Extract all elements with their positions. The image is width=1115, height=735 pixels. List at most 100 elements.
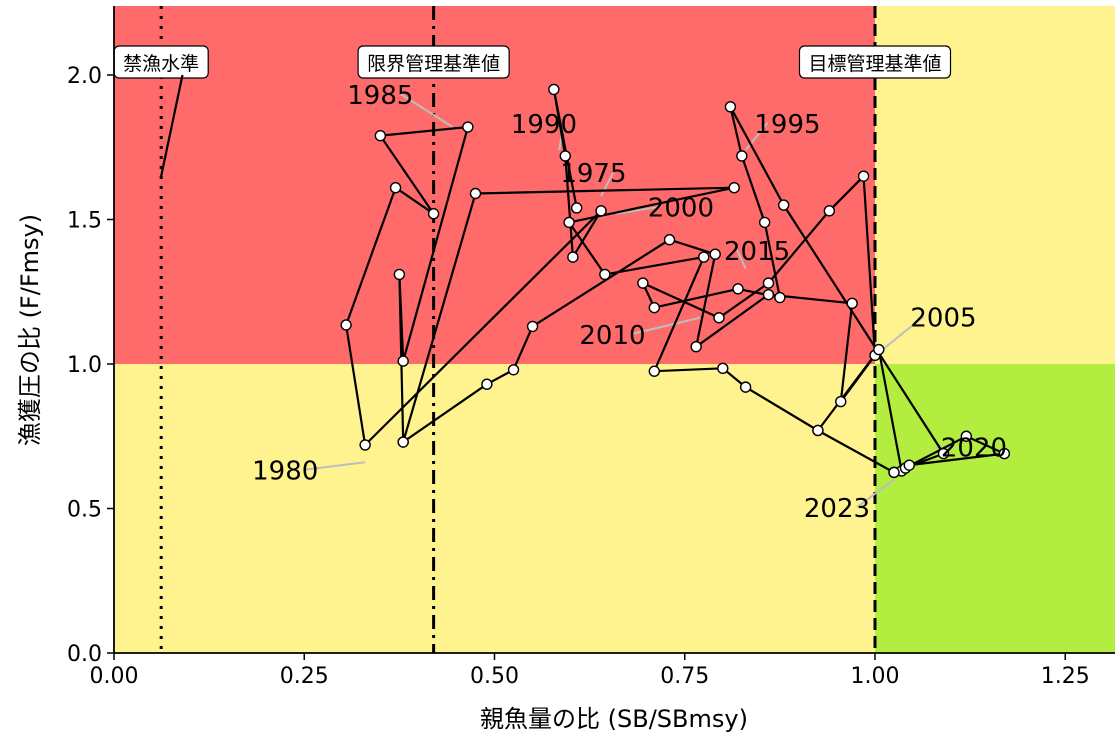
year-label-1980: 1980 — [252, 457, 318, 487]
data-point — [595, 205, 607, 217]
y-tick-label-3: 1.5 — [67, 209, 102, 234]
data-point — [462, 121, 474, 133]
data-point — [857, 170, 870, 182]
year-label-2015: 2015 — [724, 237, 790, 267]
data-point — [663, 234, 676, 246]
year-leader-2 — [399, 93, 454, 128]
data-point — [736, 150, 748, 162]
data-point — [713, 312, 725, 324]
ref-label-text-2: 目標管理基準値 — [808, 53, 941, 75]
data-point — [724, 101, 737, 113]
year-leader-0 — [600, 171, 615, 197]
year-leader-1 — [305, 461, 366, 471]
ref-label-text-1: 限界管理基準値 — [367, 53, 500, 75]
year-leader-4 — [744, 122, 769, 151]
data-point — [762, 277, 775, 289]
year-label-1990: 1990 — [511, 110, 577, 140]
zone-2 — [114, 364, 875, 653]
year-leader-5 — [616, 205, 662, 215]
data-point — [812, 424, 824, 437]
data-point — [903, 459, 915, 471]
data-point — [507, 364, 520, 376]
year-leader-10 — [856, 478, 895, 508]
ref-label-0: 禁漁水準 — [113, 45, 209, 79]
data-point — [777, 199, 790, 211]
data-point — [960, 430, 973, 442]
year-label-2020: 2020 — [941, 433, 1007, 463]
data-point — [570, 202, 583, 214]
data-point — [717, 362, 729, 375]
axes: 0.00 0.25 0.50 0.75 1.00 1.25 0.0 0.5 1.0 1.5 2.0 — [67, 6, 1115, 689]
year-label-1995: 1995 — [754, 110, 820, 140]
y-axis-label: 漁獲圧の比 (F/Fmsy) — [16, 214, 44, 446]
year-label-2005: 2005 — [910, 303, 976, 333]
y-tick-label-1: 0.5 — [67, 498, 102, 523]
data-point — [690, 340, 702, 353]
year-leader-8 — [736, 249, 747, 270]
x-tick-label-0: 0.00 — [90, 664, 139, 689]
trajectory-tail-line — [817, 348, 1006, 474]
data-point — [846, 297, 858, 310]
data-point — [548, 83, 560, 96]
data-point — [648, 365, 661, 377]
data-point — [481, 378, 493, 390]
data-point — [359, 439, 371, 451]
data-point — [374, 129, 387, 142]
data-point — [835, 395, 847, 408]
data-point — [732, 283, 744, 295]
data-point — [427, 208, 440, 220]
year-label-1985: 1985 — [347, 81, 413, 111]
data-point — [648, 301, 661, 314]
data-point — [393, 268, 406, 281]
x-axis-label: 親魚量の比 (SB/SBmsy) — [480, 705, 748, 733]
y-tick-label-4: 2.0 — [67, 64, 102, 89]
data-point — [559, 150, 571, 162]
data-point — [526, 320, 539, 333]
data-point — [397, 355, 409, 367]
year-leader-7 — [632, 316, 701, 335]
year-label-2000: 2000 — [648, 194, 714, 224]
ref-label-2: 目標管理基準値 — [798, 45, 952, 79]
data-point — [698, 251, 710, 263]
data-point — [469, 187, 482, 200]
data-point — [709, 248, 721, 260]
zone-3 — [875, 364, 1115, 653]
ref-label-text-0: 禁漁水準 — [123, 53, 199, 75]
year-leader-6 — [881, 315, 925, 351]
reference-lines: 禁漁水準 限界管理基準値 目標管理基準値 — [113, 6, 952, 653]
y-tick-label-2: 1.0 — [67, 353, 102, 378]
ref-label-1: 限界管理基準値 — [357, 45, 510, 79]
data-point — [998, 447, 1011, 460]
data-point — [637, 277, 649, 289]
x-tick-label-4: 1.00 — [851, 664, 900, 689]
x-tick-label-1: 0.25 — [280, 664, 329, 689]
data-point — [937, 447, 950, 460]
data-point — [739, 381, 752, 393]
trajectory-series — [160, 74, 1011, 479]
data-point — [728, 182, 740, 194]
year-label-1975: 1975 — [560, 159, 626, 189]
ref-label-box-1 — [357, 45, 510, 79]
year-labels: 1975 1980 1985 1990 1995 2000 2005 2010 2015 2020… — [252, 81, 1007, 524]
data-point — [599, 268, 611, 281]
data-point — [873, 343, 885, 356]
data-point — [340, 319, 352, 331]
x-tick-label-2: 0.50 — [470, 664, 519, 689]
data-point — [758, 216, 771, 229]
data-point — [888, 466, 900, 479]
x-tick-label-3: 0.75 — [660, 664, 709, 689]
data-point — [823, 205, 836, 217]
data-point — [389, 182, 402, 194]
ban-segment — [160, 74, 184, 177]
data-point — [567, 251, 579, 263]
x-tick-label-5: 1.25 — [1041, 664, 1090, 689]
y-tick-label-0: 0.0 — [67, 642, 102, 667]
year-label-2023: 2023 — [804, 494, 870, 524]
data-point — [762, 288, 775, 301]
data-point — [774, 291, 786, 304]
data-point — [563, 216, 575, 229]
year-label-2010: 2010 — [579, 321, 645, 351]
data-point — [397, 436, 409, 448]
ref-label-box-2 — [798, 45, 952, 79]
